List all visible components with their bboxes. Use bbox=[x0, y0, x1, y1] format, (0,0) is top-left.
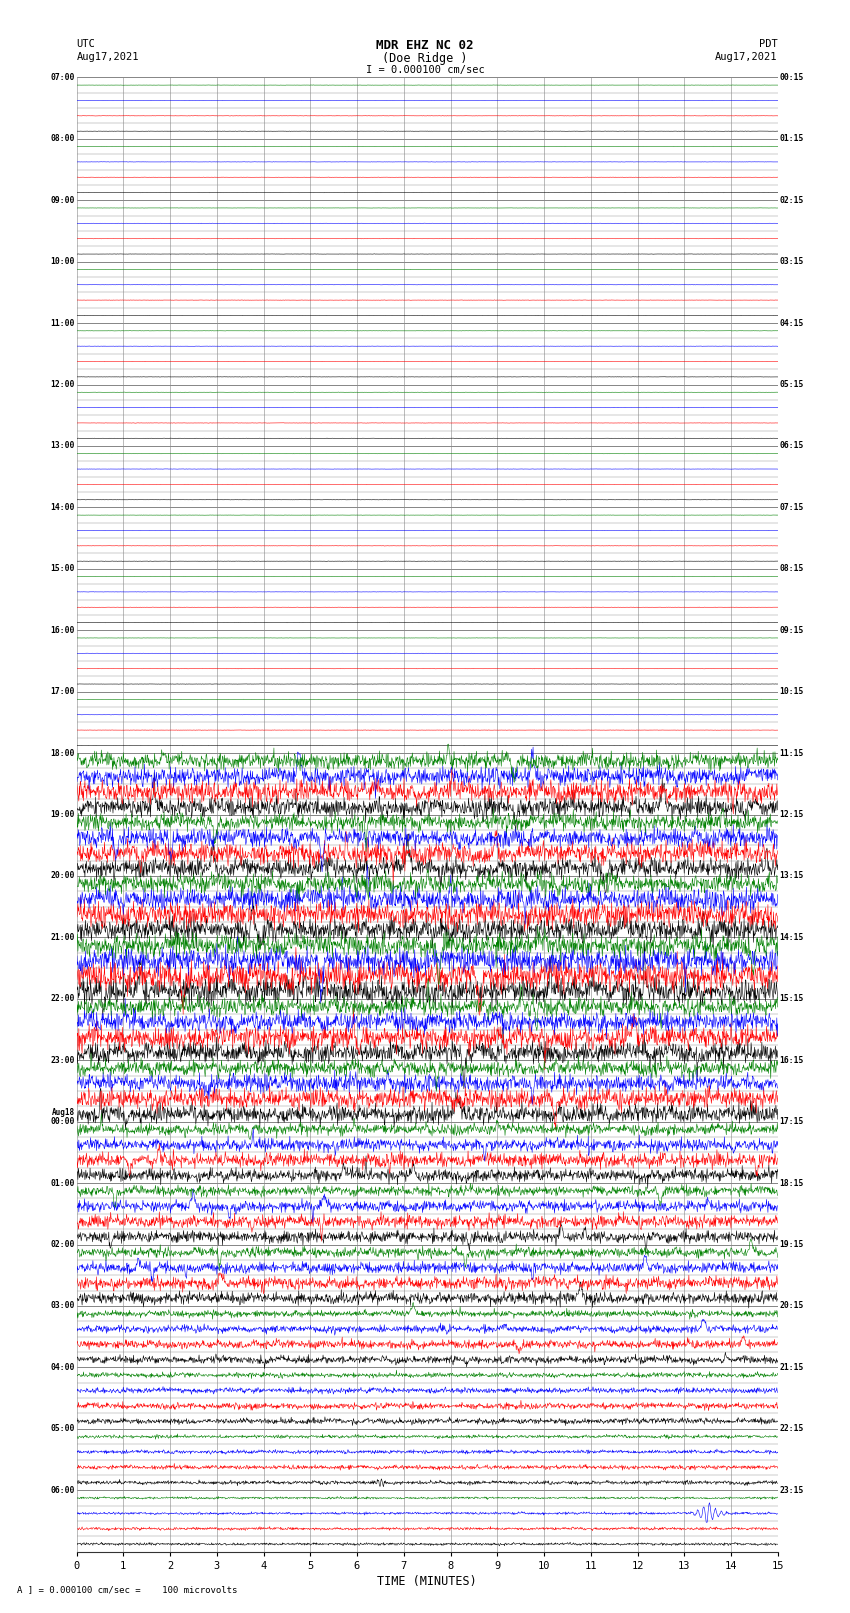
Text: 10:15: 10:15 bbox=[779, 687, 803, 697]
Text: 00:00: 00:00 bbox=[51, 1118, 75, 1126]
Text: 21:15: 21:15 bbox=[779, 1363, 803, 1373]
Text: 01:15: 01:15 bbox=[779, 134, 803, 144]
Text: 17:00: 17:00 bbox=[51, 687, 75, 697]
Text: 03:15: 03:15 bbox=[779, 256, 803, 266]
Text: 12:15: 12:15 bbox=[779, 810, 803, 819]
Text: 09:00: 09:00 bbox=[51, 195, 75, 205]
Text: 14:00: 14:00 bbox=[51, 503, 75, 511]
Text: 15:15: 15:15 bbox=[779, 994, 803, 1003]
Text: 23:00: 23:00 bbox=[51, 1057, 75, 1065]
Text: 11:00: 11:00 bbox=[51, 319, 75, 327]
Text: 06:15: 06:15 bbox=[779, 442, 803, 450]
Text: 09:15: 09:15 bbox=[779, 626, 803, 636]
Text: 07:00: 07:00 bbox=[51, 73, 75, 82]
Text: 07:15: 07:15 bbox=[779, 503, 803, 511]
Text: 00:15: 00:15 bbox=[779, 73, 803, 82]
Text: Aug18: Aug18 bbox=[52, 1108, 75, 1118]
Text: 05:15: 05:15 bbox=[779, 381, 803, 389]
Text: 03:00: 03:00 bbox=[51, 1302, 75, 1310]
Text: PDT: PDT bbox=[759, 39, 778, 48]
Text: 13:00: 13:00 bbox=[51, 442, 75, 450]
Text: 12:00: 12:00 bbox=[51, 381, 75, 389]
Text: 02:15: 02:15 bbox=[779, 195, 803, 205]
Text: 21:00: 21:00 bbox=[51, 932, 75, 942]
Text: I = 0.000100 cm/sec: I = 0.000100 cm/sec bbox=[366, 65, 484, 74]
Text: 15:00: 15:00 bbox=[51, 565, 75, 573]
Text: 04:15: 04:15 bbox=[779, 319, 803, 327]
Text: (Doe Ridge ): (Doe Ridge ) bbox=[382, 52, 468, 65]
Text: 18:15: 18:15 bbox=[779, 1179, 803, 1187]
Text: 22:15: 22:15 bbox=[779, 1424, 803, 1434]
Text: 04:00: 04:00 bbox=[51, 1363, 75, 1373]
Text: 13:15: 13:15 bbox=[779, 871, 803, 881]
Text: 20:00: 20:00 bbox=[51, 871, 75, 881]
Text: 19:00: 19:00 bbox=[51, 810, 75, 819]
Text: 08:00: 08:00 bbox=[51, 134, 75, 144]
Text: UTC: UTC bbox=[76, 39, 95, 48]
Text: 16:15: 16:15 bbox=[779, 1057, 803, 1065]
Text: 20:15: 20:15 bbox=[779, 1302, 803, 1310]
Text: 05:00: 05:00 bbox=[51, 1424, 75, 1434]
Text: 22:00: 22:00 bbox=[51, 994, 75, 1003]
Text: 01:00: 01:00 bbox=[51, 1179, 75, 1187]
Text: 11:15: 11:15 bbox=[779, 748, 803, 758]
Text: 08:15: 08:15 bbox=[779, 565, 803, 573]
Text: 23:15: 23:15 bbox=[779, 1486, 803, 1495]
Text: MDR EHZ NC 02: MDR EHZ NC 02 bbox=[377, 39, 473, 52]
Text: 19:15: 19:15 bbox=[779, 1240, 803, 1248]
Text: A ] = 0.000100 cm/sec =    100 microvolts: A ] = 0.000100 cm/sec = 100 microvolts bbox=[17, 1584, 237, 1594]
Text: 18:00: 18:00 bbox=[51, 748, 75, 758]
Text: 14:15: 14:15 bbox=[779, 932, 803, 942]
Text: 16:00: 16:00 bbox=[51, 626, 75, 636]
Text: 06:00: 06:00 bbox=[51, 1486, 75, 1495]
Text: 17:15: 17:15 bbox=[779, 1118, 803, 1126]
Text: 02:00: 02:00 bbox=[51, 1240, 75, 1248]
X-axis label: TIME (MINUTES): TIME (MINUTES) bbox=[377, 1574, 477, 1587]
Text: Aug17,2021: Aug17,2021 bbox=[76, 52, 139, 61]
Text: 10:00: 10:00 bbox=[51, 256, 75, 266]
Text: Aug17,2021: Aug17,2021 bbox=[715, 52, 778, 61]
